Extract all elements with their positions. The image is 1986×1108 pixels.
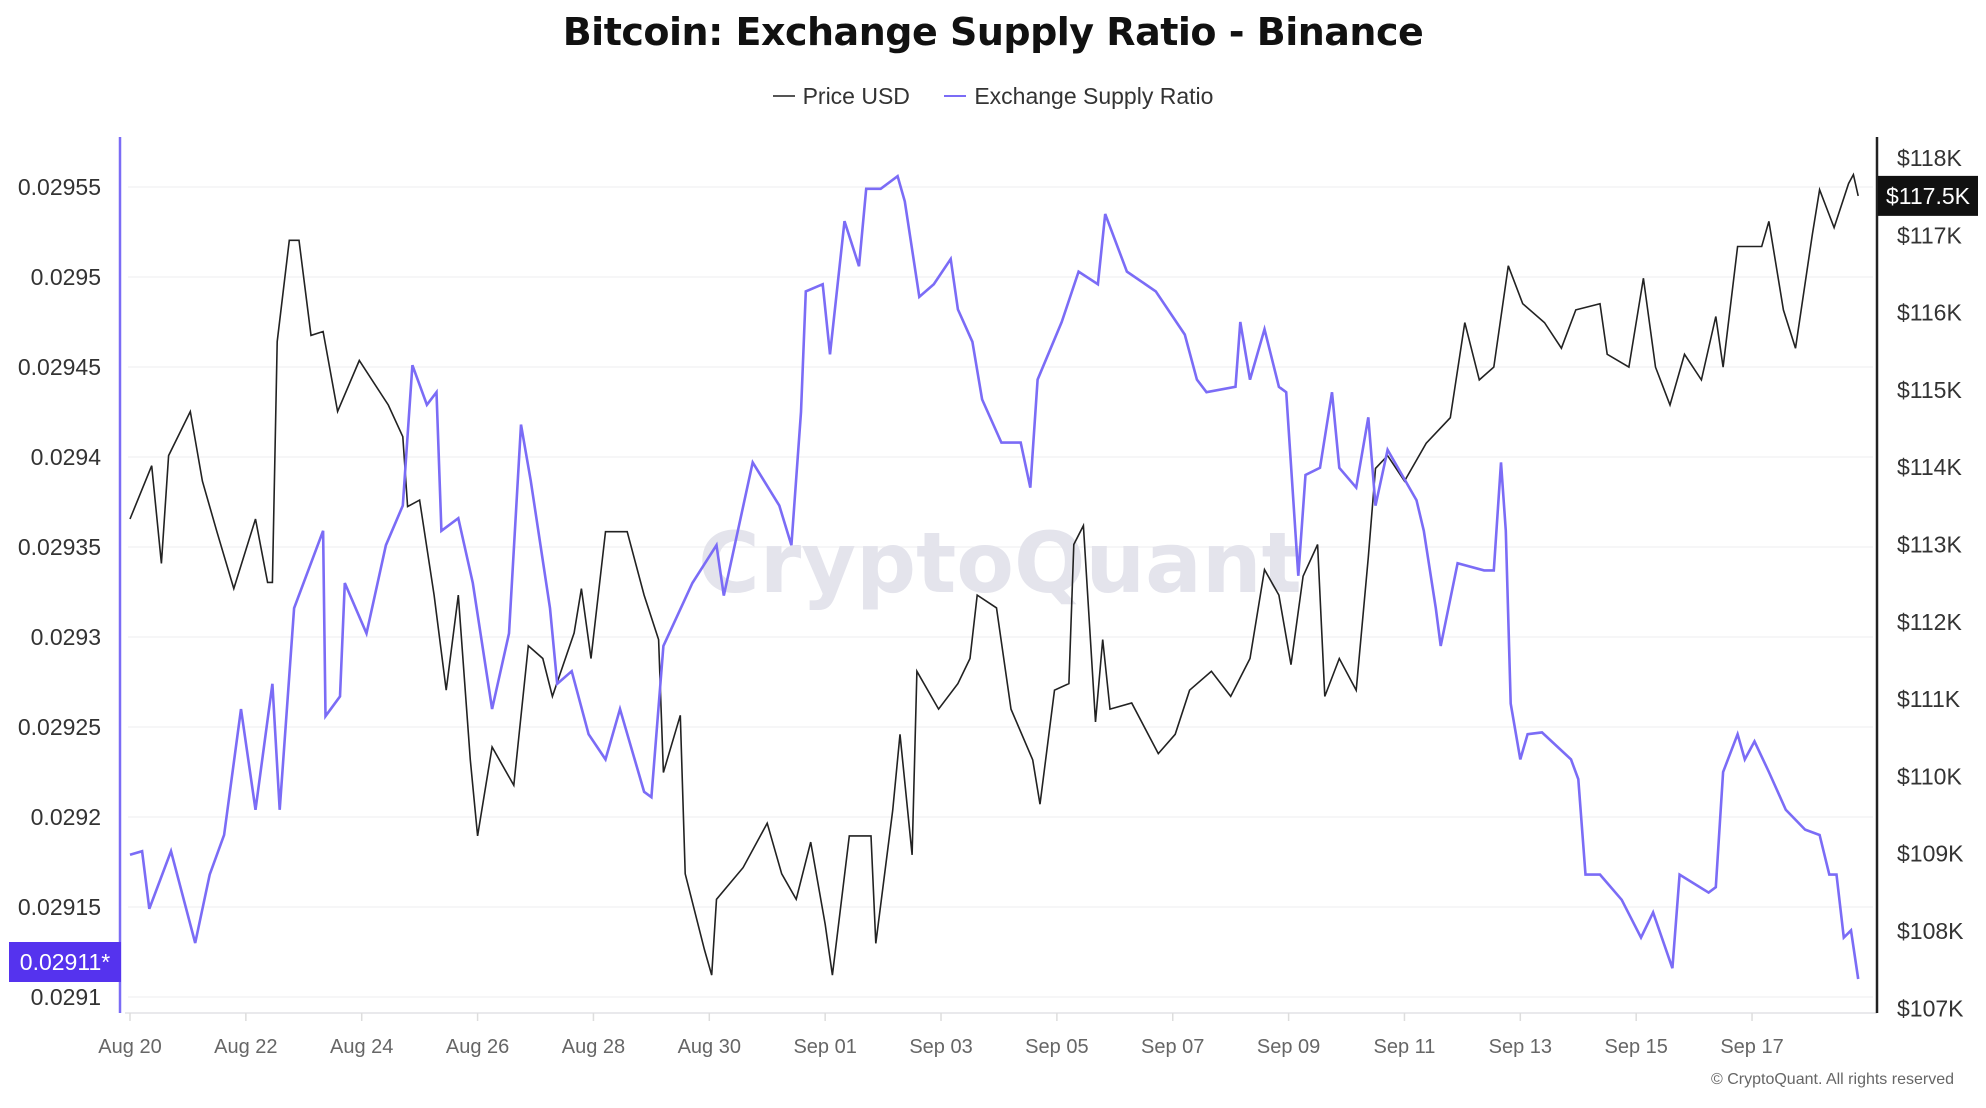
y-right-tick-label: $116K: [1897, 300, 1962, 326]
x-tick-label: Sep 15: [1604, 1036, 1667, 1058]
y-left-tick-label: 0.0291: [31, 984, 101, 1010]
legend-label: Price USD: [802, 82, 910, 109]
y-left-tick-label: 0.02935: [18, 534, 101, 560]
y-left-tick-label: 0.0292: [31, 804, 101, 830]
y-right-tick-label: $110K: [1897, 763, 1962, 789]
y-right-tick-label: $111K: [1897, 686, 1961, 712]
y-left-tick-label: 0.02925: [18, 714, 101, 740]
y-axis-left: 0.0291 0.02915 0.0292 0.02925 0.0293 0.02935 0…: [18, 137, 122, 1013]
y-right-tick-label: $107K: [1897, 995, 1964, 1021]
legend-label: Exchange Supply Ratio: [974, 82, 1214, 109]
x-tick-label: Aug 22: [214, 1036, 277, 1058]
copyright: © CryptoQuant. All rights reserved: [1711, 1071, 1954, 1088]
legend-swatch: [944, 95, 967, 97]
y-right-tick-label: $118K: [1897, 145, 1962, 171]
current-ratio-label: 0.02911*: [20, 949, 110, 975]
y-left-tick-label: 0.0294: [31, 444, 102, 470]
y-right-tick-label: $114K: [1897, 454, 1962, 480]
legend: Price USD Exchange Supply Ratio: [0, 76, 1986, 110]
chart-title: Bitcoin: Exchange Supply Ratio - Binance: [562, 10, 1424, 54]
x-tick-label: Aug 30: [678, 1036, 741, 1058]
y-right-tick-label: $112K: [1897, 609, 1962, 635]
y-left-tick-label: 0.02915: [18, 894, 101, 920]
current-ratio-badge: [9, 942, 121, 982]
y-right-tick-label: $108K: [1897, 918, 1964, 944]
x-tick-label: Aug 26: [446, 1036, 509, 1058]
series-line-price: [129, 172, 1859, 976]
y-left-tick-label: 0.02945: [18, 354, 101, 380]
x-tick-label: Sep 11: [1374, 1036, 1436, 1058]
x-tick-label: Aug 28: [562, 1036, 625, 1058]
current-price-badge: [1878, 175, 1978, 216]
x-tick-label: Sep 03: [909, 1036, 972, 1058]
x-tick-label: Aug 20: [98, 1036, 161, 1058]
current-price-label: $117.5K: [1886, 183, 1971, 209]
x-tick-label: Sep 13: [1489, 1036, 1552, 1058]
y-left-tick-label: 0.02955: [18, 174, 101, 200]
x-tick-label: Sep 07: [1141, 1036, 1204, 1058]
y-right-tick-label: $109K: [1897, 841, 1964, 867]
legend-item-price[interactable]: Price USD: [772, 82, 910, 110]
x-axis: Aug 20 Aug 22 Aug 24 Aug 26 Aug 28 Aug 30 Sep …: [98, 1012, 1877, 1058]
y-right-tick-label: $113K: [1897, 532, 1962, 558]
y-right-tick-label: $117K: [1897, 222, 1962, 248]
x-tick-label: Sep 09: [1257, 1036, 1320, 1058]
x-tick-label: Aug 24: [330, 1036, 393, 1058]
y-axis-right: $107K $108K $109K $110K $111K $112K $113K $114K…: [1875, 137, 1964, 1021]
watermark: CryptoQuant: [698, 514, 1302, 612]
y-right-tick-label: $115K: [1897, 377, 1962, 403]
x-tick-label: Sep 05: [1025, 1036, 1088, 1058]
y-left-tick-label: 0.0293: [31, 624, 101, 650]
legend-item-ratio[interactable]: Exchange Supply Ratio: [944, 83, 1213, 110]
x-tick-label: Sep 17: [1720, 1036, 1783, 1058]
x-tick-label: Sep 01: [793, 1036, 856, 1058]
series-line-ratio: [129, 174, 1860, 980]
legend-swatch: [772, 95, 795, 97]
y-left-tick-label: 0.0295: [31, 264, 101, 290]
